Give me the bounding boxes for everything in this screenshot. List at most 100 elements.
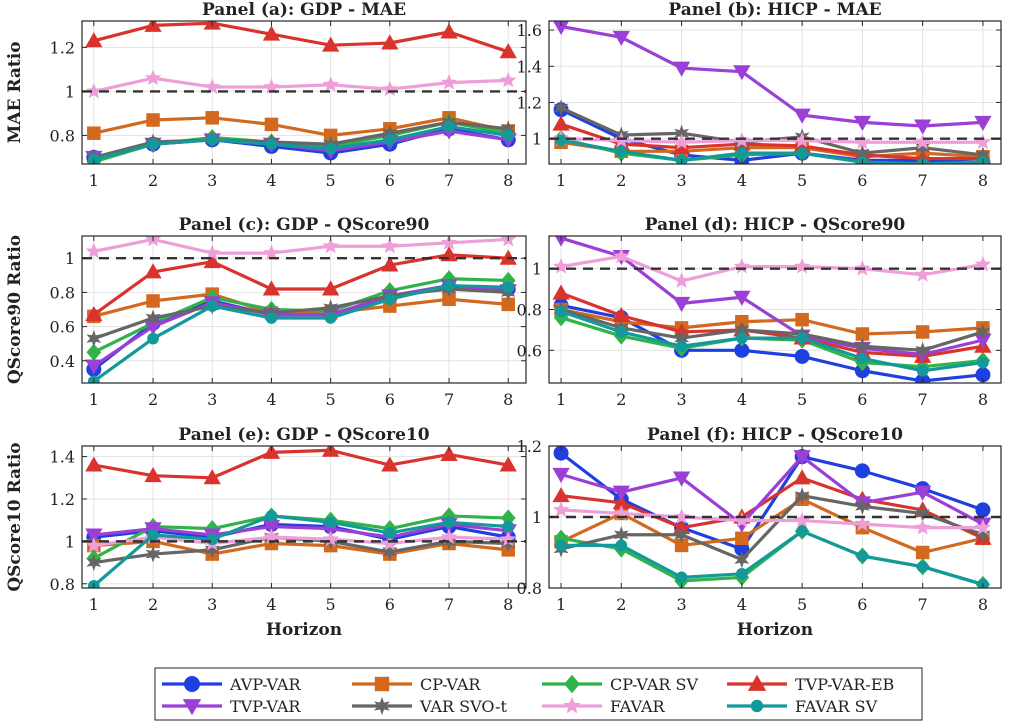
series-line-tvp-var bbox=[93, 522, 509, 539]
data-point-favar bbox=[733, 258, 751, 274]
series-line-favar-sv bbox=[93, 124, 509, 162]
y-axis-label: QScore90 Ratio bbox=[5, 235, 25, 384]
series-line-favar bbox=[93, 535, 509, 548]
data-point-tvp-var-eb bbox=[144, 21, 162, 32]
axes-box bbox=[81, 235, 527, 384]
data-point-tvp-var bbox=[612, 485, 630, 501]
series-line-tvp-var bbox=[560, 236, 984, 357]
series-line-cp-var bbox=[93, 292, 509, 318]
x-tick-label: 5 bbox=[326, 595, 336, 614]
data-point-cp-var-sv bbox=[553, 529, 569, 547]
data-point-avp-var bbox=[975, 367, 991, 383]
data-point-var-svo-t bbox=[674, 329, 690, 347]
data-point-favar bbox=[974, 519, 992, 535]
y-tick-label: 1 bbox=[65, 249, 75, 268]
x-tick-label: 5 bbox=[797, 171, 807, 190]
data-point-cp-var bbox=[735, 531, 749, 546]
data-point-cp-var bbox=[87, 126, 101, 140]
data-point-favar bbox=[854, 133, 871, 150]
y-tick-label: 0.6 bbox=[517, 341, 542, 360]
data-point-favar-sv bbox=[736, 147, 748, 159]
series-line-cp-var bbox=[560, 497, 984, 555]
data-point-favar-sv bbox=[147, 529, 159, 541]
x-tick-label: 1 bbox=[89, 595, 99, 614]
legend-label: FAVAR SV bbox=[795, 697, 878, 716]
x-axis-label: Horizon bbox=[737, 620, 813, 640]
series-line-favar-sv bbox=[561, 529, 984, 586]
panel-3: 1 2 3 4 5 6 7 8 0.4 0.6 0.8 1 Panel (c): GDP - QScor… bbox=[5, 215, 527, 409]
data-point-favar-sv bbox=[796, 332, 808, 344]
data-point-tvp-var-eb bbox=[381, 456, 399, 472]
data-point-var-svo-t bbox=[734, 550, 750, 569]
x-tick-label: 5 bbox=[326, 390, 336, 409]
data-point-favar bbox=[322, 237, 339, 254]
legend-label: AVP-VAR bbox=[229, 675, 301, 694]
x-tick-label: 4 bbox=[266, 595, 276, 614]
legend-label: FAVAR bbox=[610, 697, 665, 716]
data-point-favar-sv bbox=[502, 281, 515, 294]
data-point-tvp-var bbox=[974, 115, 992, 131]
series-line-favar bbox=[561, 137, 983, 144]
x-tick-label: 7 bbox=[444, 595, 454, 614]
data-point-favar bbox=[381, 80, 399, 97]
data-point-favar bbox=[204, 244, 221, 261]
data-point-tvp-var-eb bbox=[793, 469, 811, 485]
x-tick-label: 3 bbox=[207, 390, 217, 409]
data-point-var-svo-t bbox=[382, 543, 398, 561]
data-point-favar bbox=[854, 515, 871, 532]
data-point-favar bbox=[552, 501, 570, 517]
axes-box bbox=[81, 445, 527, 589]
data-point-tvp-var bbox=[85, 528, 103, 544]
data-point-var-svo-t bbox=[794, 487, 810, 505]
y-tick-label: 0.8 bbox=[50, 126, 75, 145]
data-point-favar-sv bbox=[856, 550, 869, 562]
data-point-tvp-var-eb bbox=[552, 115, 570, 131]
data-point-tvp-var bbox=[612, 30, 630, 46]
data-point-tvp-var bbox=[974, 333, 992, 349]
data-point-var-svo-t bbox=[204, 541, 220, 559]
x-tick-label: 8 bbox=[978, 171, 988, 190]
data-point-cp-var bbox=[146, 113, 160, 127]
series-line-var-svo-t bbox=[560, 307, 984, 352]
data-point-favar-sv bbox=[615, 539, 628, 552]
data-point-cp-var-sv bbox=[86, 343, 102, 361]
series-line-tvp-var-eb bbox=[560, 291, 984, 359]
axes-box bbox=[81, 20, 527, 165]
panel-6: 1 2 3 4 5 6 7 8 0.8 1 1.2 Panel (f): HICP - QScore1… bbox=[517, 425, 1002, 640]
y-tick-label: 1.2 bbox=[50, 490, 75, 509]
data-point-favar-sv bbox=[324, 312, 337, 324]
data-point-favar bbox=[914, 266, 931, 282]
x-tick-label: 4 bbox=[266, 171, 276, 190]
legend-entry-avp-var: AVP-VAR bbox=[162, 675, 301, 694]
data-point-favar-sv bbox=[856, 352, 869, 365]
x-tick-label: 6 bbox=[385, 390, 395, 409]
y-axis-label: MAE Ratio bbox=[5, 41, 25, 143]
data-point-var-svo-t bbox=[441, 532, 457, 550]
data-point-tvp-var-eb bbox=[262, 25, 281, 41]
data-point-favar bbox=[85, 536, 103, 553]
x-tick-label: 2 bbox=[616, 171, 626, 190]
data-point-favar bbox=[793, 131, 811, 148]
data-point-var-svo-t bbox=[975, 323, 991, 341]
x-tick-label: 2 bbox=[616, 595, 626, 614]
data-point-favar-sv bbox=[615, 326, 628, 338]
data-point-avp-var bbox=[975, 502, 991, 518]
data-point-avp-var bbox=[553, 446, 569, 461]
series-line-var-svo-t bbox=[93, 120, 509, 159]
series-line-avp-var bbox=[93, 522, 509, 541]
data-point-favar-sv bbox=[383, 293, 396, 306]
series-line-favar-sv bbox=[560, 310, 984, 373]
data-point-favar bbox=[613, 504, 630, 521]
data-point-avp-var bbox=[734, 541, 750, 557]
data-point-var-svo-t bbox=[915, 341, 931, 359]
data-point-tvp-var bbox=[733, 65, 751, 81]
x-tick-label: 7 bbox=[444, 390, 454, 409]
data-point-favar bbox=[500, 530, 517, 547]
x-tick-label: 3 bbox=[676, 595, 686, 614]
data-point-favar-sv bbox=[736, 567, 748, 580]
legend-label: CP-VAR bbox=[420, 675, 481, 694]
data-point-var-svo-t bbox=[500, 120, 516, 138]
legend-entry-favar-sv: FAVAR SV bbox=[727, 697, 878, 716]
data-point-tvp-var-eb bbox=[440, 23, 458, 39]
axes-box bbox=[548, 20, 1002, 165]
